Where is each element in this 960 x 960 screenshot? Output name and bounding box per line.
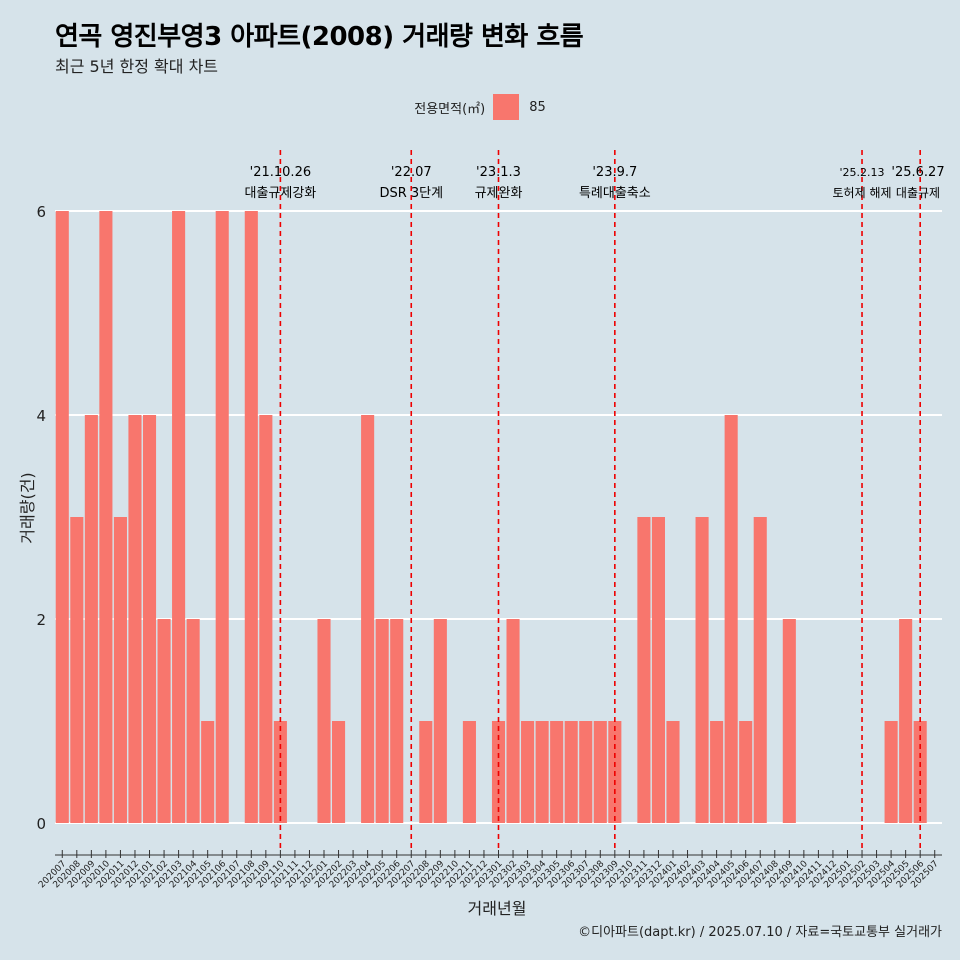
event-date-label: '21.10.26: [250, 165, 311, 180]
bar: [215, 211, 229, 823]
chart-title: 연곡 영진부영3 아파트(2008) 거래량 변화 흐름: [55, 22, 584, 52]
y-tick-label: 2: [36, 611, 46, 629]
bar: [433, 619, 447, 823]
bar: [375, 619, 389, 823]
bar: [593, 721, 607, 823]
bar: [70, 517, 84, 823]
bar: [564, 721, 578, 823]
event-date-label: '22.07: [391, 165, 432, 180]
source-caption: ©디아파트(dapt.kr) / 2025.07.10 / 자료=국토교통부 실…: [578, 925, 942, 940]
bar: [128, 415, 142, 823]
event-name-label: 대출규제: [896, 186, 940, 200]
legend-title: 전용면적(㎡): [414, 101, 486, 117]
event-name-label: 토허제 해제: [833, 186, 892, 200]
bar: [884, 721, 898, 823]
bar: [637, 517, 651, 823]
bar: [666, 721, 680, 823]
bar: [390, 619, 404, 823]
y-axis-label: 거래량(건): [18, 472, 37, 543]
event-date-label: '25.6.27: [891, 165, 944, 180]
bar: [782, 619, 796, 823]
event-date-label: '23.1.3: [476, 165, 521, 180]
bar: [172, 211, 186, 823]
event-date-label: '23.9.7: [592, 165, 637, 180]
bar: [724, 415, 738, 823]
legend-swatch: [493, 94, 520, 120]
bars: [55, 211, 927, 823]
bar: [579, 721, 593, 823]
event-name-label: DSR 3단계: [379, 186, 443, 201]
bar: [84, 415, 98, 823]
bar: [899, 619, 913, 823]
bar: [201, 721, 215, 823]
bar: [259, 415, 273, 823]
bar: [739, 721, 753, 823]
bar: [186, 619, 200, 823]
chart-subtitle: 최근 5년 한정 확대 차트: [55, 57, 219, 76]
y-tick-label: 0: [36, 815, 46, 833]
bar: [753, 517, 767, 823]
event-name-label: 규제완화: [475, 186, 523, 201]
bar: [550, 721, 564, 823]
bar: [462, 721, 476, 823]
bar: [55, 211, 69, 823]
y-tick-label: 4: [36, 407, 46, 425]
legend-label: 85: [529, 99, 546, 115]
bar: [99, 211, 113, 823]
bar: [332, 721, 346, 823]
y-tick-labels: 0 2 4 6: [36, 203, 46, 833]
x-axis-label: 거래년월: [468, 899, 527, 918]
y-tick-label: 6: [36, 203, 46, 221]
bar: [244, 211, 258, 823]
bar: [157, 619, 171, 823]
bar: [506, 619, 520, 823]
bar: [651, 517, 665, 823]
bar: [419, 721, 433, 823]
bar: [361, 415, 375, 823]
bar: [521, 721, 535, 823]
bar: [113, 517, 127, 823]
event-date-label: '25.2.13: [840, 166, 885, 179]
bar: [317, 619, 331, 823]
event-name-label: 특례대출축소: [579, 186, 651, 201]
event-lines: '21.10.26 대출규제강화 '22.07 DSR 3단계 '23.1.3 규제완화 '…: [245, 150, 945, 848]
bar: [142, 415, 157, 823]
x-axis: 2020072020082020092020102020112020122021…: [37, 850, 942, 890]
legend: 전용면적(㎡) 85: [0, 94, 960, 120]
bar: [710, 721, 724, 823]
event-name-label: 대출규제강화: [245, 186, 317, 201]
bar: [535, 721, 549, 823]
bar: [695, 517, 709, 823]
